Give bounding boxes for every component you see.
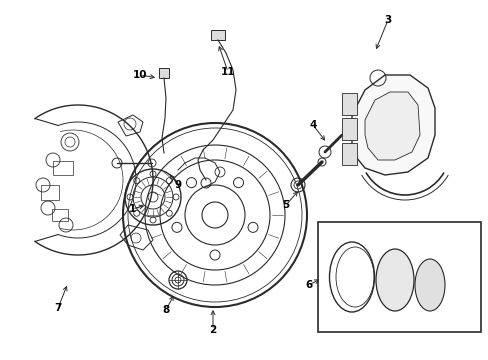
Text: 2: 2 bbox=[209, 325, 216, 335]
Text: 6: 6 bbox=[305, 280, 312, 290]
Bar bbox=[41, 185, 59, 200]
Bar bbox=[341, 143, 356, 165]
Text: 8: 8 bbox=[162, 305, 169, 315]
Bar bbox=[210, 30, 224, 40]
Bar bbox=[341, 93, 356, 115]
Text: 4: 4 bbox=[309, 120, 316, 130]
Text: 5: 5 bbox=[282, 200, 289, 210]
Text: 3: 3 bbox=[384, 15, 391, 25]
Ellipse shape bbox=[414, 259, 444, 311]
Ellipse shape bbox=[375, 249, 413, 311]
Bar bbox=[159, 68, 169, 78]
Text: 10: 10 bbox=[132, 70, 147, 80]
Bar bbox=[341, 118, 356, 140]
Text: 7: 7 bbox=[54, 303, 61, 313]
Text: 11: 11 bbox=[220, 67, 235, 77]
Text: 9: 9 bbox=[174, 180, 181, 190]
Polygon shape bbox=[351, 75, 434, 175]
Bar bbox=[317, 222, 480, 332]
Bar bbox=[52, 209, 68, 221]
Polygon shape bbox=[364, 92, 419, 160]
Text: 1: 1 bbox=[128, 204, 135, 214]
Bar bbox=[53, 161, 73, 175]
